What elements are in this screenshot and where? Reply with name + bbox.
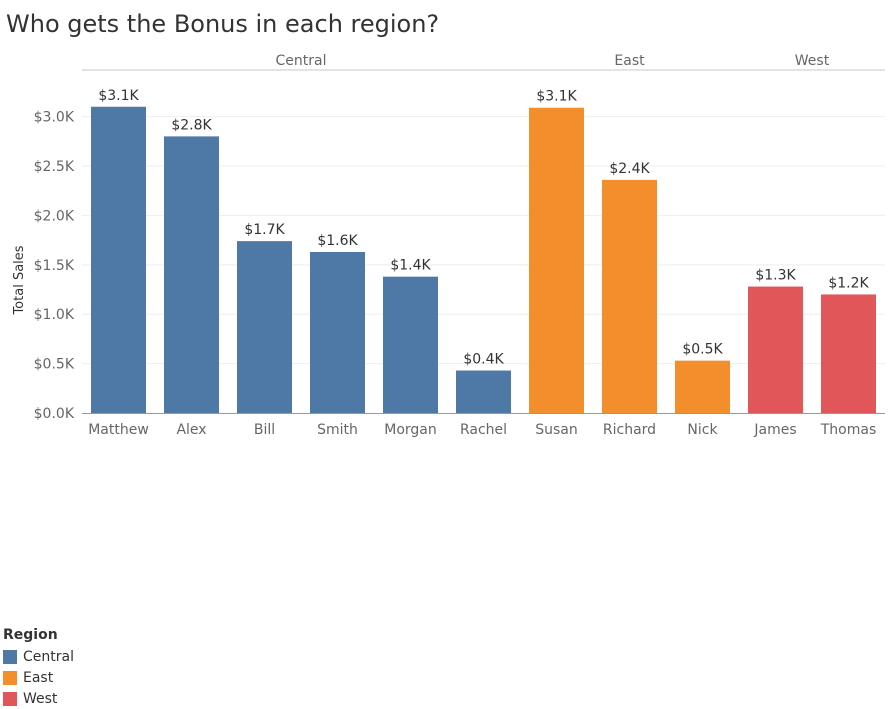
bar-chart: $0.0K $0.5K $1.0K $1.5K $2.0K $2.5K $3.0K Total… <box>12 53 885 438</box>
y-tick-label: $2.0K <box>34 208 75 224</box>
data-label: $1.6K <box>317 233 358 249</box>
bar <box>748 286 803 413</box>
region-header-label: West <box>795 53 830 69</box>
y-tick-label: $1.0K <box>34 307 75 323</box>
data-label: $1.7K <box>244 222 285 238</box>
legend-label-central: Central <box>23 648 74 665</box>
data-label: $2.4K <box>609 161 650 177</box>
bar <box>821 294 876 413</box>
legend-item-east[interactable]: East <box>3 667 74 688</box>
bar <box>237 241 292 413</box>
region-header-label: East <box>614 53 645 69</box>
y-tick-label: $3.0K <box>34 110 75 126</box>
legend-label-west: West <box>23 690 58 707</box>
legend-item-west[interactable]: West <box>3 688 74 709</box>
region-header-label: Central <box>276 53 327 69</box>
y-axis-title: Total Sales <box>12 245 27 315</box>
x-tick-label: Smith <box>317 422 358 438</box>
data-label: $1.2K <box>828 275 869 291</box>
legend-label-east: East <box>23 669 54 686</box>
bar <box>383 276 438 413</box>
x-tick-label: Susan <box>535 422 578 438</box>
y-tick-label: $1.5K <box>34 258 75 274</box>
x-tick-label: Rachel <box>460 422 507 438</box>
bar <box>602 179 657 413</box>
data-label: $0.5K <box>682 342 723 358</box>
x-tick-label: Matthew <box>88 422 149 438</box>
data-label: $1.4K <box>390 258 431 274</box>
x-tick-label: Thomas <box>820 422 877 438</box>
legend-swatch-west <box>3 691 17 706</box>
legend: Region Central East West <box>3 627 74 709</box>
data-label: $1.3K <box>755 268 796 284</box>
x-tick-label: James <box>753 422 796 438</box>
legend-title: Region <box>3 627 58 643</box>
data-label: $0.4K <box>463 352 504 368</box>
bar <box>456 370 511 413</box>
y-tick-label: $2.5K <box>34 159 75 175</box>
bar <box>675 360 730 413</box>
x-tick-label: Alex <box>176 422 206 438</box>
bar <box>91 106 146 414</box>
x-tick-label: Richard <box>603 422 656 438</box>
x-tick-label: Morgan <box>384 422 437 438</box>
legend-swatch-east <box>3 670 17 685</box>
bar <box>164 136 219 414</box>
y-tick-label: $0.0K <box>34 406 75 422</box>
bar <box>310 251 365 413</box>
data-label: $2.8K <box>171 117 212 133</box>
legend-item-central[interactable]: Central <box>3 646 74 667</box>
bar <box>529 107 584 413</box>
data-label: $3.1K <box>98 88 139 104</box>
x-tick-label: Bill <box>254 422 275 438</box>
data-label: $3.1K <box>536 89 577 105</box>
x-tick-label: Nick <box>687 422 718 438</box>
y-tick-label: $0.5K <box>34 357 75 373</box>
legend-swatch-central <box>3 649 17 664</box>
chart-title: Who gets the Bonus in each region? <box>6 10 440 38</box>
